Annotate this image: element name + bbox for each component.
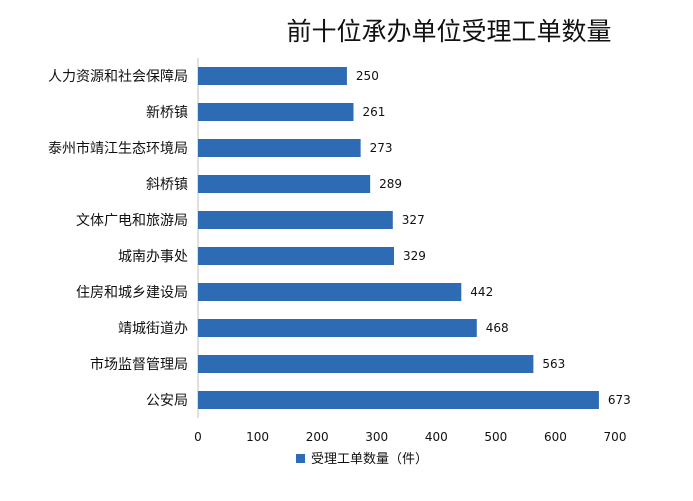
bar xyxy=(198,355,534,373)
legend-label: 受理工单数量（件） xyxy=(311,452,428,467)
category-label: 斜桥镇 xyxy=(146,177,188,193)
chart-title: 前十位承办单位受理工单数量 xyxy=(286,17,611,46)
data-label: 673 xyxy=(608,393,631,407)
x-tick-label: 600 xyxy=(544,430,567,444)
data-label: 329 xyxy=(403,249,426,263)
data-labels: 250 261 273 289 327 329 442 468 563 673 xyxy=(356,69,631,407)
legend-swatch xyxy=(296,454,305,463)
x-tick-label: 300 xyxy=(365,430,388,444)
x-tick-label: 100 xyxy=(246,430,269,444)
x-tick-label: 400 xyxy=(425,430,448,444)
data-label: 563 xyxy=(542,357,565,371)
bar xyxy=(198,175,371,193)
data-label: 327 xyxy=(402,213,425,227)
category-label: 文体广电和旅游局 xyxy=(76,213,188,229)
data-label: 442 xyxy=(470,285,493,299)
bar xyxy=(198,319,477,337)
legend: 受理工单数量（件） xyxy=(296,452,428,467)
category-label: 人力资源和社会保障局 xyxy=(48,69,188,85)
x-tick-label: 200 xyxy=(306,430,329,444)
category-labels: 人力资源和社会保障局新桥镇泰州市靖江生态环境局斜桥镇文体广电和旅游局城南办事处住… xyxy=(48,69,188,409)
data-label: 261 xyxy=(362,105,385,119)
x-tick-label: 700 xyxy=(604,430,627,444)
category-label: 住房和城乡建设局 xyxy=(76,285,188,301)
category-label: 新桥镇 xyxy=(146,105,188,121)
data-label: 289 xyxy=(379,177,402,191)
category-label: 市场监督管理局 xyxy=(90,356,188,373)
data-label: 273 xyxy=(370,141,393,155)
category-label: 泰州市靖江生态环境局 xyxy=(48,140,188,157)
data-label: 468 xyxy=(486,321,509,335)
bar xyxy=(198,139,361,157)
bar xyxy=(198,391,599,409)
bar xyxy=(198,67,347,85)
category-label: 城南办事处 xyxy=(118,249,188,265)
category-label: 靖城街道办 xyxy=(118,321,188,337)
bar xyxy=(198,211,393,229)
data-label: 250 xyxy=(356,69,379,83)
bar xyxy=(198,247,394,265)
bar-group xyxy=(198,67,599,409)
category-label: 公安局 xyxy=(146,393,188,409)
x-tick-label: 500 xyxy=(484,430,507,444)
x-tick-label: 0 xyxy=(194,430,202,444)
bar xyxy=(198,103,354,121)
x-axis-ticks: 0 100 200 300 400 500 600 700 xyxy=(194,430,626,444)
bar xyxy=(198,283,462,301)
